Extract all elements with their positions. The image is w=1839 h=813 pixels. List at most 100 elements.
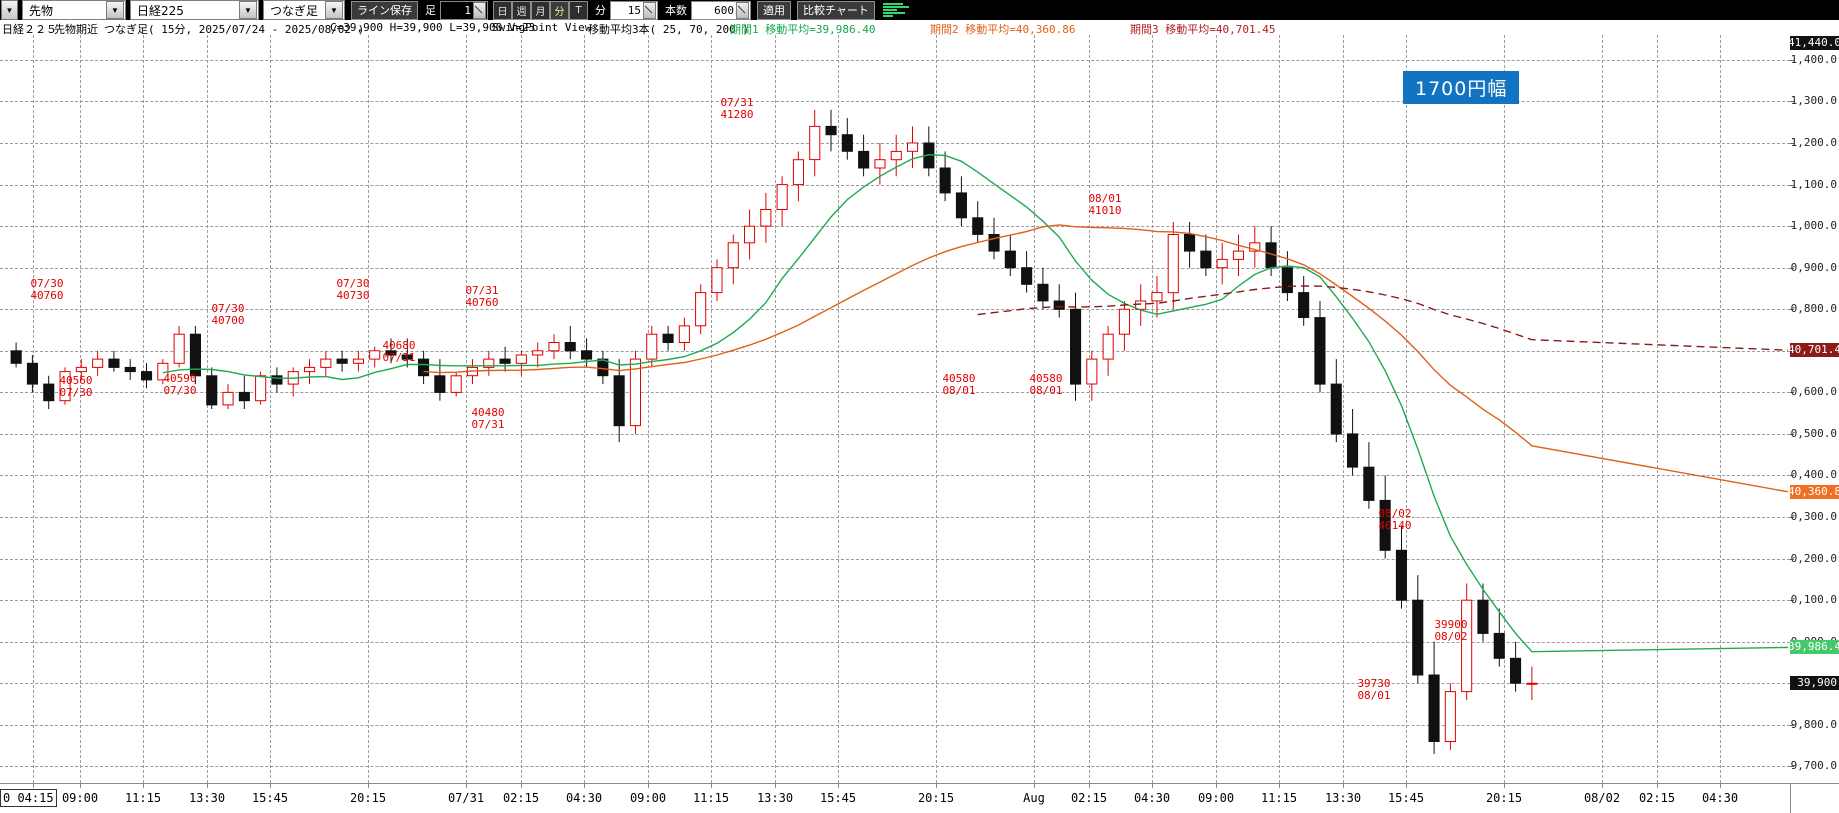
- candle-body: [1526, 682, 1538, 685]
- swing-annotation-date: 07/31: [465, 284, 499, 297]
- compare-chart-button[interactable]: 比較チャート: [797, 0, 875, 20]
- time-tick-label: 04:30: [565, 791, 603, 805]
- chevron-down-icon[interactable]: ▼: [239, 1, 257, 19]
- info-chain: つなぎ足( 15分, 2025/07/24 - 2025/08/02 ): [104, 23, 365, 36]
- apply-button[interactable]: 適用: [757, 0, 792, 20]
- chevron-down-icon[interactable]: ▼: [325, 1, 344, 19]
- candle-body: [1379, 499, 1391, 551]
- period-button-day[interactable]: 日: [493, 0, 513, 20]
- candle-body: [1395, 549, 1408, 601]
- info-contract: 先物期近: [54, 23, 98, 36]
- period-button-month[interactable]: 月: [531, 0, 551, 20]
- bar-levels-icon[interactable]: [882, 2, 909, 18]
- chevron-down-icon[interactable]: ▼: [106, 1, 124, 19]
- candle-body: [646, 333, 658, 360]
- grid-line-vertical: [466, 35, 467, 783]
- swing-annotation-price: 08/02: [1434, 630, 1468, 643]
- ashi-value-field[interactable]: 1: [440, 0, 489, 20]
- price-tick: [1790, 517, 1794, 519]
- candle-body: [564, 342, 576, 352]
- candle-body: [1200, 250, 1212, 269]
- price-tick-label: 39,800.0: [1790, 717, 1837, 731]
- count-spinner-icon[interactable]: [736, 1, 750, 19]
- ashi-value: 1: [464, 3, 472, 17]
- grid-line-horizontal: [0, 475, 1790, 477]
- period-button-minute[interactable]: 分: [550, 0, 570, 20]
- time-tick-label: 20:15: [917, 791, 955, 805]
- grid-line-horizontal: [0, 433, 1790, 435]
- time-tick: [1343, 783, 1344, 788]
- swing-point-annotation: 08/01 41010: [1088, 193, 1121, 217]
- candle-body: [1281, 267, 1293, 294]
- price-axis[interactable]: 41,440.041,400.0 41,300.0 41,200.0 41,100.0…: [1790, 35, 1839, 783]
- period-button-week[interactable]: 週: [512, 0, 532, 20]
- price-tick: [1790, 101, 1794, 103]
- candle-body: [1037, 283, 1049, 302]
- grid-line-vertical: [1343, 35, 1344, 783]
- time-tick-label: 09:00: [1197, 791, 1235, 805]
- swing-annotation-date: 39900: [1434, 618, 1468, 631]
- ashi-label: 足: [425, 4, 437, 17]
- time-axis[interactable]: 0 04:15 09:00 11:15 13:30 15:45 20:15 07/31 02:…: [0, 783, 1839, 813]
- chain-select[interactable]: つなぎ足 ▼: [263, 0, 346, 20]
- price-tick-label: 41,200.0: [1790, 136, 1837, 150]
- swing-annotation-price: 07/30: [59, 386, 93, 399]
- minutes-spinner-icon[interactable]: [643, 1, 657, 19]
- top-price-badge: 41,440.0: [1790, 36, 1839, 51]
- time-tick-label: 07/31: [447, 791, 485, 805]
- time-tick: [80, 783, 81, 788]
- time-tick-label: 15:45: [819, 791, 857, 805]
- candle-body: [858, 150, 870, 169]
- ma1-price-badge: 39,986.4: [1790, 640, 1839, 655]
- grid-line-vertical: [1657, 35, 1658, 783]
- candle-body: [1298, 292, 1310, 319]
- candle-body: [1004, 250, 1016, 269]
- minutes-value-field[interactable]: 15: [610, 0, 659, 20]
- price-tick-label: 41,100.0: [1790, 177, 1837, 191]
- ashi-spinner-icon[interactable]: [473, 1, 487, 19]
- swing-annotation-date: 40590: [163, 372, 197, 385]
- candle-body: [108, 358, 120, 368]
- price-tick: [1790, 600, 1794, 602]
- candle-body: [1102, 333, 1114, 360]
- candle-body: [26, 362, 38, 385]
- candle-body: [59, 371, 71, 402]
- time-tick-label: 09:00: [629, 791, 667, 805]
- time-tick: [1034, 783, 1035, 788]
- price-tick: [1790, 475, 1794, 477]
- candle-body: [1232, 250, 1245, 260]
- time-tick: [143, 783, 144, 788]
- time-tick: [368, 783, 369, 788]
- swing-annotation-date: 40580: [1029, 372, 1063, 385]
- count-value-field[interactable]: 600: [691, 0, 752, 20]
- candle-body: [1493, 632, 1505, 659]
- candle-body: [271, 375, 283, 385]
- moving-average-line-1: [162, 153, 1789, 653]
- candle-body: [1510, 657, 1522, 684]
- line-save-button[interactable]: ライン保存: [351, 0, 419, 20]
- swing-point-annotation: 07/31 41280: [720, 97, 753, 121]
- symbol-select[interactable]: 日経225 ▼: [130, 0, 259, 20]
- grid-line-vertical: [1152, 35, 1153, 783]
- time-tick-label: 11:15: [1260, 791, 1298, 805]
- candle-body: [613, 375, 625, 427]
- grid-line-horizontal: [0, 309, 1790, 311]
- price-tick: [1790, 309, 1794, 311]
- grid-line-horizontal: [0, 184, 1790, 186]
- period-button-tick[interactable]: T: [569, 0, 589, 20]
- time-tick-label: 13:30: [1324, 791, 1362, 805]
- grid-line-vertical: [1720, 35, 1721, 783]
- candle-body: [75, 366, 87, 373]
- grid-line-vertical: [648, 35, 649, 783]
- grid-line-vertical: [270, 35, 271, 783]
- candle-body: [43, 383, 55, 402]
- swing-annotation-price: 41280: [720, 108, 754, 121]
- candle-body: [304, 366, 316, 373]
- candle-body: [1151, 292, 1163, 302]
- chart-plot-area[interactable]: 07/30 40760 40560 07/30 40590 07/30 07/30 40700…: [0, 35, 1790, 783]
- toolbar-expand-icon[interactable]: ▼: [1, 0, 18, 20]
- info-swingpoint-view: SwingPoint View: [492, 21, 592, 34]
- toolbar: ▼ 先物 ▼ 日経225 ▼ つなぎ足 ▼ ライン保存 足 1 日 週 月 分 …: [0, 0, 1839, 20]
- instrument-select[interactable]: 先物 ▼: [22, 0, 126, 20]
